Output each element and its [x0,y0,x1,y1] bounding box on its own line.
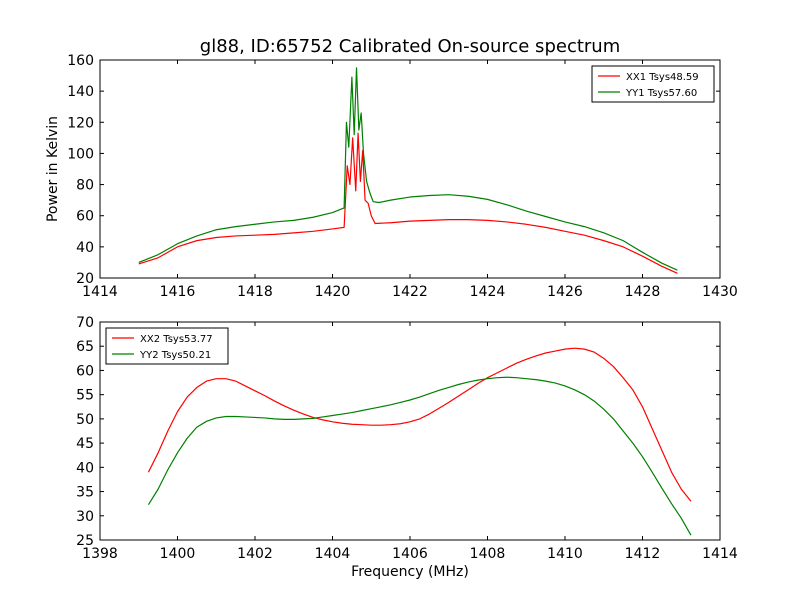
x-tick-label: 1428 [625,284,661,300]
x-tick-label: 1406 [392,546,428,562]
legend-label-1: XX2 Tsys53.77 [140,334,213,345]
x-tick-label: 1424 [470,284,506,300]
series-line-1 [147,347,692,502]
y-tick-label: 100 [67,146,94,162]
y-tick-label: 40 [76,460,94,476]
y-tick-label: 55 [76,388,94,404]
legend: XX2 Tsys53.77 YY2 Tsys50.21 [105,327,229,365]
legend-label-1: XX1 Tsys48.59 [626,72,699,83]
x-tick-label: 1422 [392,284,428,300]
legend-label-2: YY1 Tsys57.60 [625,88,697,99]
series-line-2 [147,376,692,536]
series-line-2 [138,67,678,271]
y-tick-label: 20 [76,271,94,287]
y-axis-label: Power in Kelvin [45,116,61,222]
y-tick-label: 40 [76,240,94,256]
x-tick-label: 1404 [315,546,351,562]
legend: XX1 Tsys48.59 YY1 Tsys57.60 [591,65,715,103]
bottom-panel: 1398 1400 1402 1404 1406 1408 1410 1412 1414 25 30… [76,315,738,580]
x-tick-label: 1418 [237,284,273,300]
y-tick-label: 70 [76,315,94,331]
y-tick-label: 60 [76,209,94,225]
y-tick-label: 30 [76,509,94,525]
y-tick-label: 80 [76,178,94,194]
y-tick-label: 25 [76,533,94,549]
x-tick-label: 1414 [702,546,738,562]
x-tick-label: 1426 [547,284,583,300]
y-tick-label: 45 [76,436,94,452]
x-tick-label: 1398 [82,546,118,562]
legend-label-2: YY2 Tsys50.21 [139,350,211,361]
x-tick-label: 1414 [82,284,118,300]
x-axis-label: Frequency (MHz) [351,564,469,580]
x-tick-label: 1412 [625,546,661,562]
x-tick-label: 1402 [237,546,273,562]
y-tick-label: 35 [76,485,94,501]
x-tick-label: 1408 [470,546,506,562]
top-panel: 1414 1416 1418 1420 1422 1424 1426 1428 1430 20 40… [45,36,738,300]
y-tick-label: 140 [67,84,94,100]
y-tick-label: 120 [67,115,94,131]
y-tick-label: 65 [76,339,94,355]
legend-box [105,327,229,365]
chart-title: gl88, ID:65752 Calibrated On-source spec… [200,36,620,57]
y-tick-label: 160 [67,53,94,69]
x-tick-label: 1420 [315,284,351,300]
x-tick-label: 1400 [160,546,196,562]
x-tick-label: 1430 [702,284,738,300]
y-tick-label: 50 [76,412,94,428]
legend-box [591,65,715,103]
x-tick-label: 1416 [160,284,196,300]
y-tick-label: 60 [76,363,94,379]
series-line-1 [138,132,678,274]
x-tick-label: 1410 [547,546,583,562]
